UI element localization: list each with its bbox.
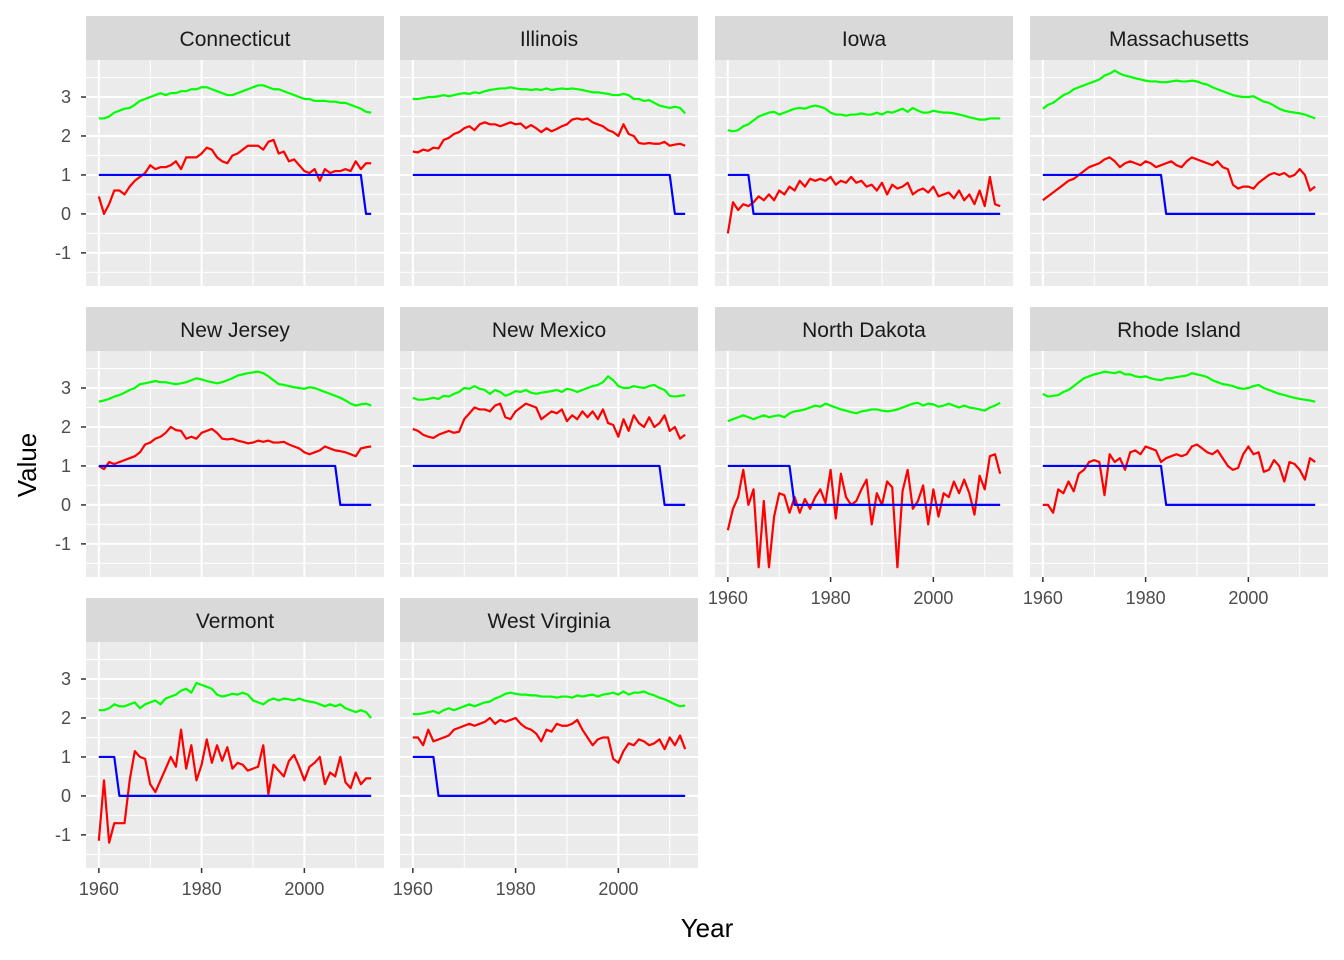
strip-new-jersey [86, 307, 384, 351]
panel-north-dakota: North Dakota [715, 307, 1013, 577]
series-blue-line-illinois [412, 173, 686, 216]
strip-label-connecticut: Connecticut [180, 28, 291, 51]
series-blue-line-iowa [727, 173, 1001, 216]
y-tick-label: 3 [61, 378, 71, 398]
x-tick-label: 1960 [1023, 588, 1063, 608]
panel-connecticut: Connecticut [86, 16, 384, 286]
series-blue-line-new-mexico [412, 464, 686, 507]
strip-label-new-mexico: New Mexico [492, 319, 606, 342]
strip-massachusetts [1030, 16, 1328, 60]
panel-rhode-island: Rhode Island [1030, 307, 1328, 577]
series-green-line-connecticut [98, 84, 372, 120]
strip-connecticut [86, 16, 384, 60]
panel-illinois: Illinois [400, 16, 698, 286]
series-green-line-new-mexico [412, 375, 686, 401]
x-axis-title: Year [681, 913, 734, 943]
strip-label-massachusetts: Massachusetts [1109, 28, 1249, 51]
y-axis-title: Value [12, 433, 42, 498]
y-tick-label: 3 [61, 669, 71, 689]
series-blue-line-new-jersey [98, 464, 372, 507]
strip-new-mexico [400, 307, 698, 351]
x-tick-label: 1980 [496, 879, 536, 899]
y-tick-label: -1 [55, 534, 71, 554]
y-tick-label: 0 [61, 204, 71, 224]
series-blue-line-west-virginia [412, 755, 686, 798]
panel-new-mexico: New Mexico [400, 307, 698, 577]
series-green-line-iowa [727, 104, 1001, 133]
x-tick-label: 2000 [913, 588, 953, 608]
x-tick-label: 1960 [393, 879, 433, 899]
series-red-line-iowa [726, 175, 1001, 234]
series-red-line-west-virginia [412, 716, 687, 764]
panel-iowa: Iowa [715, 16, 1013, 286]
series-red-line-illinois [412, 117, 686, 154]
series-red-line-vermont [97, 728, 372, 844]
y-tick-label: 1 [61, 747, 71, 767]
x-tick-label: 2000 [598, 879, 638, 899]
strip-iowa [715, 16, 1013, 60]
panel-west-virginia: West Virginia [400, 598, 698, 868]
series-red-line-north-dakota [726, 453, 1002, 569]
y-tick-label: 2 [61, 126, 71, 146]
strip-label-iowa: Iowa [842, 28, 887, 51]
x-tick-label: 2000 [284, 879, 324, 899]
series-blue-line-north-dakota [727, 464, 1001, 507]
strip-illinois [400, 16, 698, 60]
strip-label-rhode-island: Rhode Island [1117, 319, 1241, 342]
x-tick-label: 1980 [1126, 588, 1166, 608]
strip-rhode-island [1030, 307, 1328, 351]
series-blue-line-rhode-island [1042, 464, 1316, 507]
x-tick-label: 1980 [182, 879, 222, 899]
y-tick-label: 2 [61, 708, 71, 728]
panel-new-jersey: New Jersey [86, 307, 384, 577]
series-green-line-new-jersey [98, 370, 372, 407]
strip-label-north-dakota: North Dakota [802, 319, 926, 342]
y-tick-label: -1 [55, 825, 71, 845]
series-red-line-new-mexico [412, 402, 686, 440]
series-green-line-massachusetts [1042, 69, 1316, 120]
series-green-line-west-virginia [412, 690, 686, 716]
x-tick-label: 1980 [811, 588, 851, 608]
panel-vermont: Vermont [86, 598, 384, 868]
facet-panels: Connecticut Illinois Iowa Massachusetts New … [86, 16, 1328, 868]
series-red-line-connecticut [97, 138, 372, 216]
series-red-line-rhode-island [1042, 443, 1316, 514]
strip-label-west-virginia: West Virginia [488, 610, 611, 633]
y-tick-label: -1 [55, 243, 71, 263]
strip-label-vermont: Vermont [196, 610, 274, 633]
y-tick-label: 1 [61, 165, 71, 185]
series-green-line-vermont [98, 681, 372, 719]
series-blue-line-vermont [98, 755, 372, 798]
y-tick-label: 0 [61, 786, 71, 806]
series-green-line-illinois [412, 86, 686, 115]
y-tick-label: 2 [61, 417, 71, 437]
series-red-line-massachusetts [1042, 156, 1316, 202]
y-tick-label: 3 [61, 87, 71, 107]
series-green-line-rhode-island [1042, 370, 1316, 403]
strip-west-virginia [400, 598, 698, 642]
series-blue-line-connecticut [98, 173, 372, 216]
axes: -1 0 1 2 3 -1 0 1 2 3 1960 1980 2000 1960 1980 2000 -1 0 1… [55, 87, 1268, 899]
series-blue-line-massachusetts [1042, 173, 1316, 216]
panel-massachusetts: Massachusetts [1030, 16, 1328, 286]
strip-label-illinois: Illinois [520, 28, 578, 51]
x-tick-label: 1960 [708, 588, 748, 608]
x-tick-label: 1960 [79, 879, 119, 899]
x-tick-label: 2000 [1228, 588, 1268, 608]
y-tick-label: 1 [61, 456, 71, 476]
strip-north-dakota [715, 307, 1013, 351]
y-tick-label: 0 [61, 495, 71, 515]
series-red-line-new-jersey [98, 425, 372, 471]
series-green-line-north-dakota [727, 401, 1001, 423]
strip-vermont [86, 598, 384, 642]
strip-label-new-jersey: New Jersey [180, 319, 290, 342]
